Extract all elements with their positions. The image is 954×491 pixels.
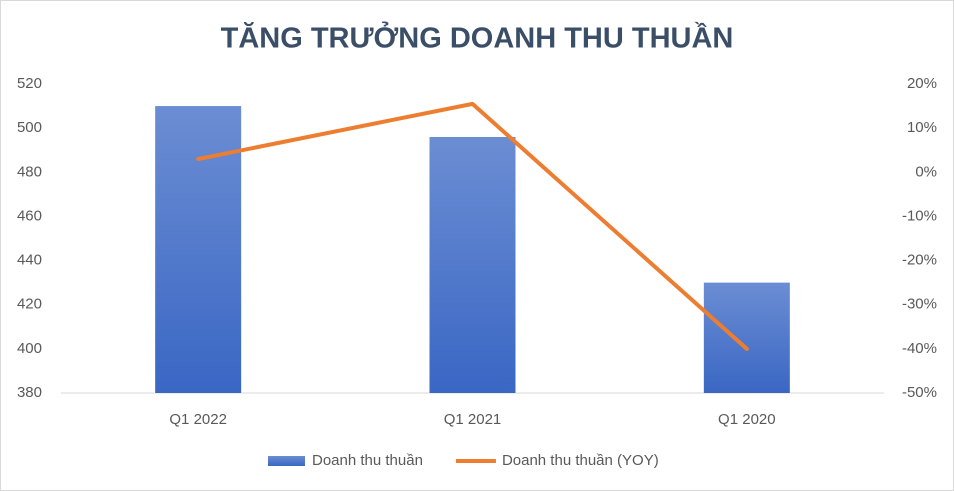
legend-swatch: [268, 456, 305, 466]
y2-tick-label: -20%: [902, 252, 937, 269]
y-tick-label: 520: [17, 75, 42, 92]
x-tick-label: Q1 2022: [169, 411, 227, 428]
y2-tick-label: -40%: [902, 340, 937, 357]
y-tick-label: 440: [17, 252, 42, 269]
y-tick-label: 420: [17, 296, 42, 313]
line: [196, 101, 749, 351]
y-tick-label: 400: [17, 340, 42, 357]
y-tick-label: 500: [17, 119, 42, 136]
y2-tick-label: 20%: [907, 75, 937, 92]
chart-title: TĂNG TRƯỞNG DOANH THU THUẦN: [221, 21, 734, 55]
x-tick-label: Q1 2020: [718, 411, 776, 428]
bar: [703, 282, 790, 393]
legend-label: Doanh thu thuần (YOY): [502, 452, 659, 469]
y2-tick-label: -50%: [902, 384, 937, 401]
y2-tick-label: 10%: [907, 119, 937, 136]
y2-tick-label: 0%: [915, 163, 937, 180]
x-tick-label: Q1 2021: [444, 411, 502, 428]
y-tick-label: 460: [17, 207, 42, 224]
bar: [429, 136, 516, 393]
y-tick-label: 480: [17, 163, 42, 180]
y-tick-label: 380: [17, 384, 42, 401]
legend-label: Doanh thu thuần: [312, 452, 423, 469]
y2-tick-label: -30%: [902, 296, 937, 313]
y2-tick-label: -10%: [902, 207, 937, 224]
bar: [155, 106, 242, 394]
